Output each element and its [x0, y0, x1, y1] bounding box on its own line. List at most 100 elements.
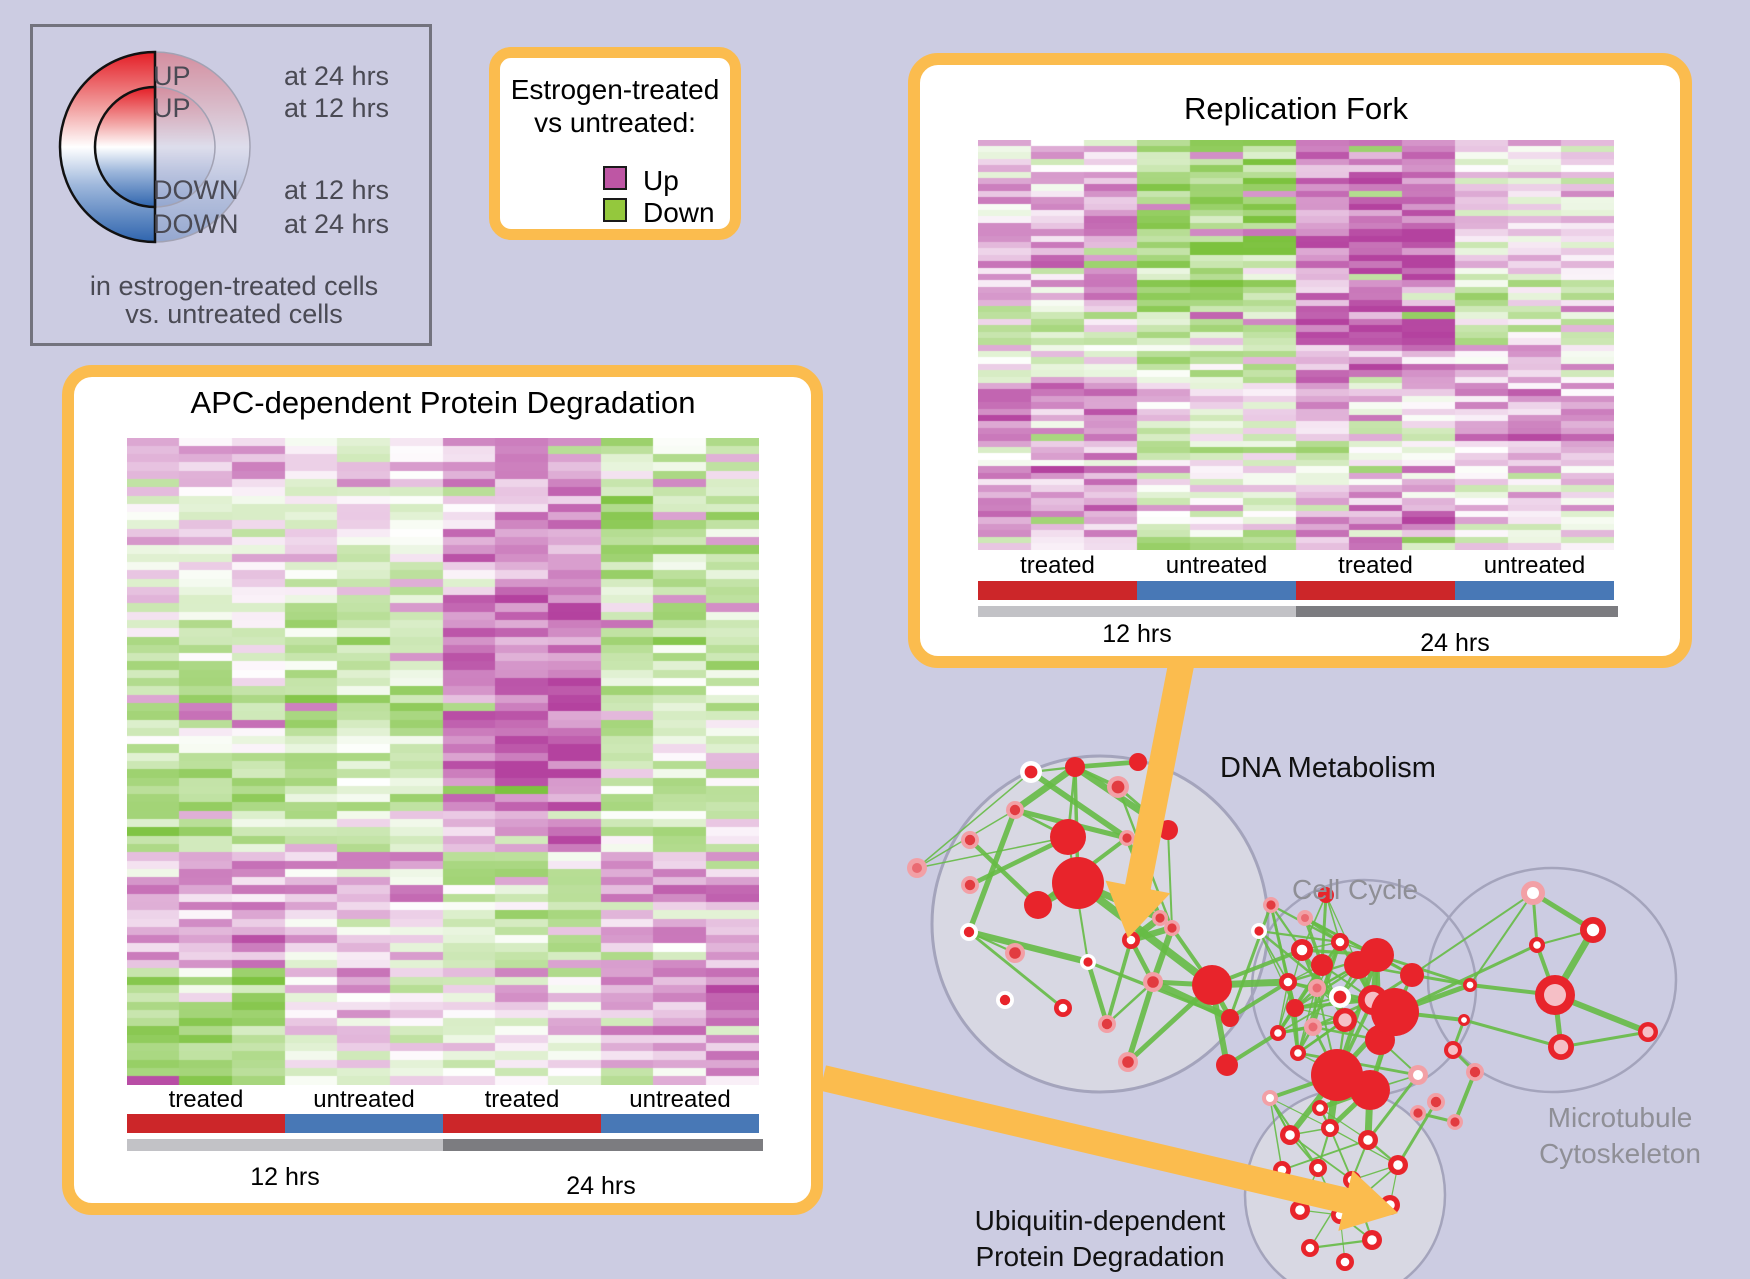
legend-item-down-label: Down	[643, 197, 715, 228]
edge	[1329, 1127, 1399, 1166]
node-c21-pink	[1297, 910, 1313, 926]
edge	[1411, 973, 1471, 987]
edge	[1339, 1214, 1346, 1263]
node-u10-ring	[1331, 1206, 1349, 1224]
ring-row-dir-0: UP	[153, 61, 191, 91]
node-d9-solid	[1050, 819, 1086, 855]
apc-group-label-3: untreated	[629, 1086, 731, 1113]
edge	[1411, 892, 1534, 976]
edge	[1170, 926, 1214, 987]
cluster-circle-cc	[1250, 878, 1478, 1098]
node-u13-ring	[1336, 1253, 1354, 1271]
edge	[1286, 981, 1297, 1009]
edge	[1316, 941, 1341, 989]
edge	[1126, 983, 1214, 1064]
rf-group-label-0: treated	[1020, 552, 1095, 579]
edge	[1335, 1072, 1372, 1093]
node-d19-ring	[1054, 999, 1072, 1017]
updown-legend-title: Estrogen-treated vs untreated:	[500, 73, 730, 139]
edge	[1357, 963, 1413, 977]
edge	[1369, 1074, 1419, 1091]
edge	[968, 928, 1089, 966]
node-c20-redpink	[1333, 1008, 1357, 1032]
edge	[1014, 807, 1128, 841]
edge	[1301, 948, 1378, 957]
edge	[1319, 1087, 1371, 1111]
apc-time-label-12hrs: 12 hrs	[250, 1163, 320, 1191]
edge	[1269, 1097, 1291, 1136]
edge	[1319, 1107, 1331, 1129]
node-c25-pinkring	[1427, 1093, 1445, 1111]
edge	[1085, 961, 1110, 1025]
edge	[1294, 998, 1374, 1010]
edge	[1335, 1010, 1397, 1077]
edge	[1299, 1209, 1341, 1216]
node-m5-ring	[1458, 1014, 1470, 1026]
node-u12-ring	[1301, 1239, 1319, 1257]
edge	[1228, 904, 1273, 1019]
edge	[1087, 960, 1231, 1020]
apc-group-label-2: treated	[484, 1086, 560, 1113]
edge	[1076, 879, 1162, 922]
node-m4-ring	[1463, 978, 1477, 992]
edge	[1312, 1025, 1381, 1042]
node-c17-halo	[1251, 923, 1267, 939]
edge	[1316, 987, 1338, 1076]
edge	[1453, 1071, 1477, 1123]
edge	[1376, 953, 1471, 987]
node-d8-pinkring	[961, 876, 979, 894]
edge	[1281, 1139, 1369, 1171]
apc-sample-bar-untreated-3	[601, 1114, 759, 1133]
node-d21-pinkring	[1118, 1052, 1138, 1072]
edge	[1371, 998, 1397, 1014]
node-u8-ring	[1380, 1195, 1400, 1215]
node-m7-redpink	[1638, 1022, 1658, 1042]
edge	[1312, 998, 1374, 1029]
edge	[1036, 836, 1129, 907]
node-m6-redpink	[1535, 975, 1575, 1015]
node-d17-ring	[1122, 931, 1140, 949]
node-c2-ring	[1331, 933, 1349, 951]
rf-time-label-24hrs: 24 hrs	[1420, 629, 1490, 657]
edge	[1301, 941, 1341, 951]
edge	[1394, 1010, 1465, 1022]
down-swatch-icon	[603, 198, 627, 222]
updown-legend-box: Estrogen-treated vs untreated: Up Down	[489, 47, 741, 240]
rf-heatmap	[978, 140, 1614, 550]
rf-sample-bar-treated-0	[978, 581, 1137, 600]
edge	[1366, 1074, 1420, 1141]
node-d27-pinkring	[1164, 920, 1180, 936]
edge	[1209, 984, 1230, 1066]
edge	[1225, 1031, 1280, 1067]
edge	[1370, 999, 1383, 1041]
edge	[1339, 996, 1346, 1021]
node-d26-pinkring	[1143, 972, 1163, 992]
cluster-circle-ubq	[1243, 1088, 1447, 1279]
node-d23-pinkring	[1152, 910, 1168, 926]
ring-row-dir-1: UP	[153, 93, 191, 123]
edge	[1367, 1011, 1398, 1091]
node-u6-ring	[1309, 1159, 1327, 1177]
node-c6-solid	[1286, 999, 1304, 1017]
cluster-ellipses	[930, 754, 1678, 1279]
edge	[1075, 879, 1215, 989]
edge	[1339, 1214, 1373, 1241]
apc-heatmap	[127, 438, 759, 1085]
edge	[1335, 999, 1375, 1076]
edge	[1311, 1026, 1339, 1076]
apc-sample-bar-untreated-1	[285, 1114, 443, 1133]
edge	[1309, 1179, 1353, 1249]
node-d1-halo	[1020, 761, 1042, 783]
ring-row-dir-3: DOWN	[153, 209, 239, 239]
rf-group-label-2: treated	[1338, 552, 1413, 579]
edge	[1228, 980, 1290, 1020]
ring-row-time-2: at 12 hrs	[284, 175, 390, 205]
node-d10-solid	[1052, 857, 1104, 909]
edge	[1294, 954, 1378, 1009]
edge	[1531, 890, 1595, 933]
edge	[1297, 964, 1323, 1054]
edge	[1258, 929, 1341, 944]
edge	[1277, 949, 1303, 1034]
rf-group-label-3: untreated	[1483, 552, 1586, 579]
